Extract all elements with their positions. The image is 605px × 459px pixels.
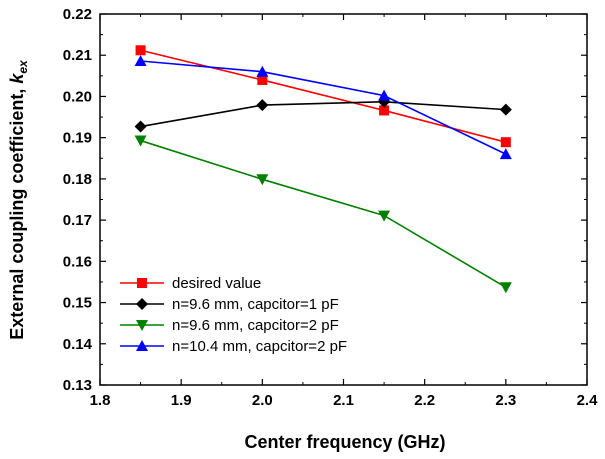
series-0-point (136, 45, 146, 55)
x-tick-label: 2.1 (333, 392, 354, 409)
series-0-point (501, 137, 511, 147)
y-tick-label: 0.13 (63, 377, 92, 394)
x-tick-label: 2.2 (414, 392, 435, 409)
y-tick-label: 0.17 (63, 212, 92, 229)
series-3-point (135, 55, 147, 66)
series-1-point (500, 104, 512, 116)
legend-label: n=9.6 mm, capcitor=2 pF (172, 317, 339, 334)
series-line-3 (141, 61, 506, 154)
y-axis-title: External coupling coefficient, kex (7, 59, 30, 340)
x-tick-label: 1.9 (171, 392, 192, 409)
legend-label: desired value (172, 275, 261, 292)
legend-marker (136, 298, 148, 310)
legend-marker (137, 278, 147, 288)
legend: desired value n=9.6 mm, capcitor=1 pF n=9.… (120, 275, 347, 355)
y-axis-title-sub: ex (16, 59, 30, 74)
x-axis-title: Center frequency (GHz) (244, 432, 445, 452)
legend-label: n=9.6 mm, capcitor=1 pF (172, 296, 339, 313)
y-tick-label: 0.16 (63, 253, 92, 270)
series-2-point (500, 282, 512, 293)
y-tick-label: 0.14 (63, 336, 93, 353)
series-1-point (256, 99, 268, 111)
series-2-point (378, 211, 390, 222)
x-tick-label: 2.4 (577, 392, 599, 409)
y-tick-label: 0.20 (63, 88, 92, 105)
y-tick-label: 0.22 (63, 6, 92, 23)
y-tick-label: 0.15 (63, 295, 92, 312)
x-tick-label: 2.0 (252, 392, 273, 409)
series-1-point (135, 121, 147, 133)
y-tick-label: 0.19 (63, 130, 92, 147)
series-3-point (500, 148, 512, 159)
x-tick-label: 2.3 (495, 392, 516, 409)
y-tick-label: 0.21 (63, 47, 92, 64)
x-tick-label: 1.8 (90, 392, 111, 409)
series-line-2 (141, 141, 506, 288)
y-tick-label: 0.18 (63, 171, 92, 188)
series-line-1 (141, 102, 506, 127)
legend-label: n=10.4 mm, capcitor=2 pF (172, 338, 347, 355)
y-axis-title-main: External coupling coefficient, (7, 84, 27, 340)
